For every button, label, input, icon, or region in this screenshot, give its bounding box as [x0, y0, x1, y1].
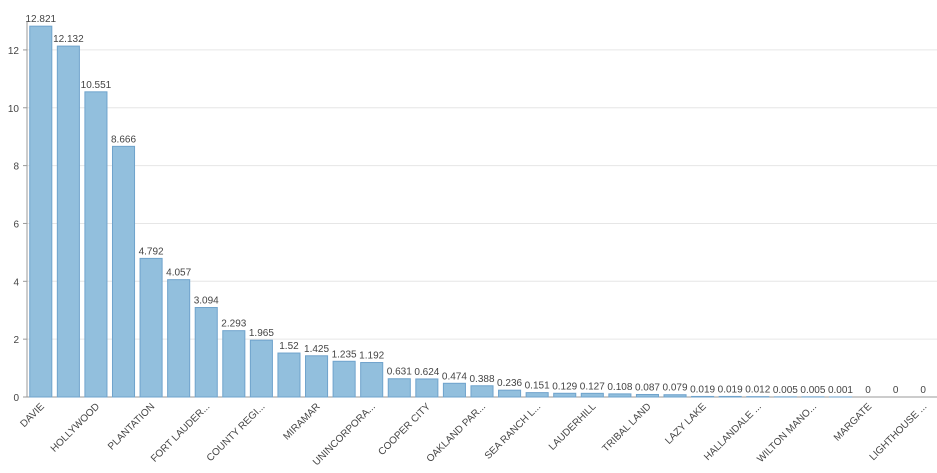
- bar: [139, 257, 163, 398]
- value-label: 0.388: [469, 374, 494, 385]
- value-label: 0.127: [580, 381, 605, 392]
- value-label: 4.792: [139, 246, 164, 257]
- x-tick-label: COUNTY REGI...: [205, 401, 268, 464]
- y-tick-label: 4: [13, 277, 19, 288]
- value-label: 1.965: [249, 328, 274, 339]
- x-tick-label: LAUDERHILL: [547, 401, 599, 453]
- y-tick-label: 6: [13, 219, 19, 230]
- value-label: 0.005: [773, 385, 798, 396]
- value-label: 0.012: [745, 385, 770, 396]
- value-label: 0.631: [387, 367, 412, 378]
- bar: [442, 382, 466, 398]
- value-label: 0: [893, 385, 899, 396]
- value-label: 0.236: [497, 378, 522, 389]
- value-label: 0.019: [718, 384, 743, 395]
- value-label: 4.057: [166, 268, 191, 279]
- value-label: 10.551: [81, 80, 112, 91]
- y-tick-label: 8: [13, 162, 19, 173]
- x-tick-label: SEA RANCH L...: [483, 401, 543, 461]
- bar: [29, 25, 53, 398]
- bar: [305, 355, 329, 398]
- bar: [470, 385, 494, 398]
- value-label: 0.005: [800, 385, 825, 396]
- value-label: 2.293: [221, 319, 246, 330]
- value-label: 0: [865, 385, 871, 396]
- value-label: 0.001: [828, 385, 853, 396]
- bar: [167, 279, 191, 398]
- value-label: 12.132: [53, 34, 84, 45]
- value-label: 8.666: [111, 134, 136, 145]
- value-label: 0.019: [690, 384, 715, 395]
- x-tick-label: TRIBAL LAND: [600, 401, 653, 454]
- y-tick-label: 10: [8, 104, 20, 115]
- value-label: 0.151: [525, 381, 550, 392]
- x-tick-label: DAVIE: [18, 401, 47, 430]
- y-tick-label: 12: [8, 46, 20, 57]
- bar: [111, 145, 136, 398]
- value-label: 0.474: [442, 371, 467, 382]
- value-label: 0.087: [635, 382, 660, 393]
- x-tick-label: COOPER CITY: [376, 401, 433, 458]
- x-tick-label: MARGATE: [832, 401, 874, 443]
- bar: [360, 362, 384, 398]
- bar: [718, 395, 742, 398]
- x-tick-label: LAZY LAKE: [663, 401, 709, 447]
- value-label: 0.129: [552, 381, 577, 392]
- value-label: 1.235: [332, 349, 357, 360]
- x-tick-label: LIGHTHOUSE ...: [868, 401, 930, 463]
- value-label: 0: [920, 385, 926, 396]
- bar: [84, 91, 108, 398]
- bar: [249, 339, 273, 398]
- x-tick-label: HALLANDALE ...: [702, 401, 764, 463]
- value-label: 1.192: [359, 351, 384, 362]
- bar: [608, 393, 632, 398]
- value-label: 3.094: [194, 296, 219, 307]
- value-label: 12.821: [25, 14, 56, 25]
- bar: [194, 307, 218, 398]
- value-label: 0.079: [663, 383, 688, 394]
- x-tick-label: UNINCORPORA...: [311, 401, 378, 468]
- bar: [387, 378, 411, 398]
- value-label: 0.108: [607, 382, 632, 393]
- x-tick-label: MIRAMAR: [281, 401, 322, 442]
- bar: [663, 394, 687, 398]
- bar: [415, 378, 439, 398]
- x-tick-label: HOLLYWOOD: [49, 401, 102, 454]
- bar: [277, 352, 301, 398]
- x-tick-label: WILTON MANO...: [755, 401, 819, 465]
- value-label: 1.52: [279, 341, 299, 352]
- x-tick-label: PLANTATION: [106, 401, 157, 452]
- y-tick-label: 0: [13, 393, 19, 404]
- bar: [498, 389, 522, 398]
- bar: [691, 395, 715, 398]
- y-tick-label: 2: [13, 335, 19, 346]
- bar: [56, 45, 80, 398]
- value-label: 1.425: [304, 344, 329, 355]
- bar: [525, 392, 549, 398]
- x-tick-label: OAKLAND PAR...: [425, 401, 488, 464]
- bar: [332, 360, 356, 398]
- bar: [222, 330, 246, 398]
- bar: [580, 392, 604, 398]
- bar: [553, 392, 577, 398]
- bar: [635, 393, 659, 398]
- value-label: 0.624: [414, 367, 439, 378]
- x-tick-label: FORT LAUDER...: [149, 401, 212, 464]
